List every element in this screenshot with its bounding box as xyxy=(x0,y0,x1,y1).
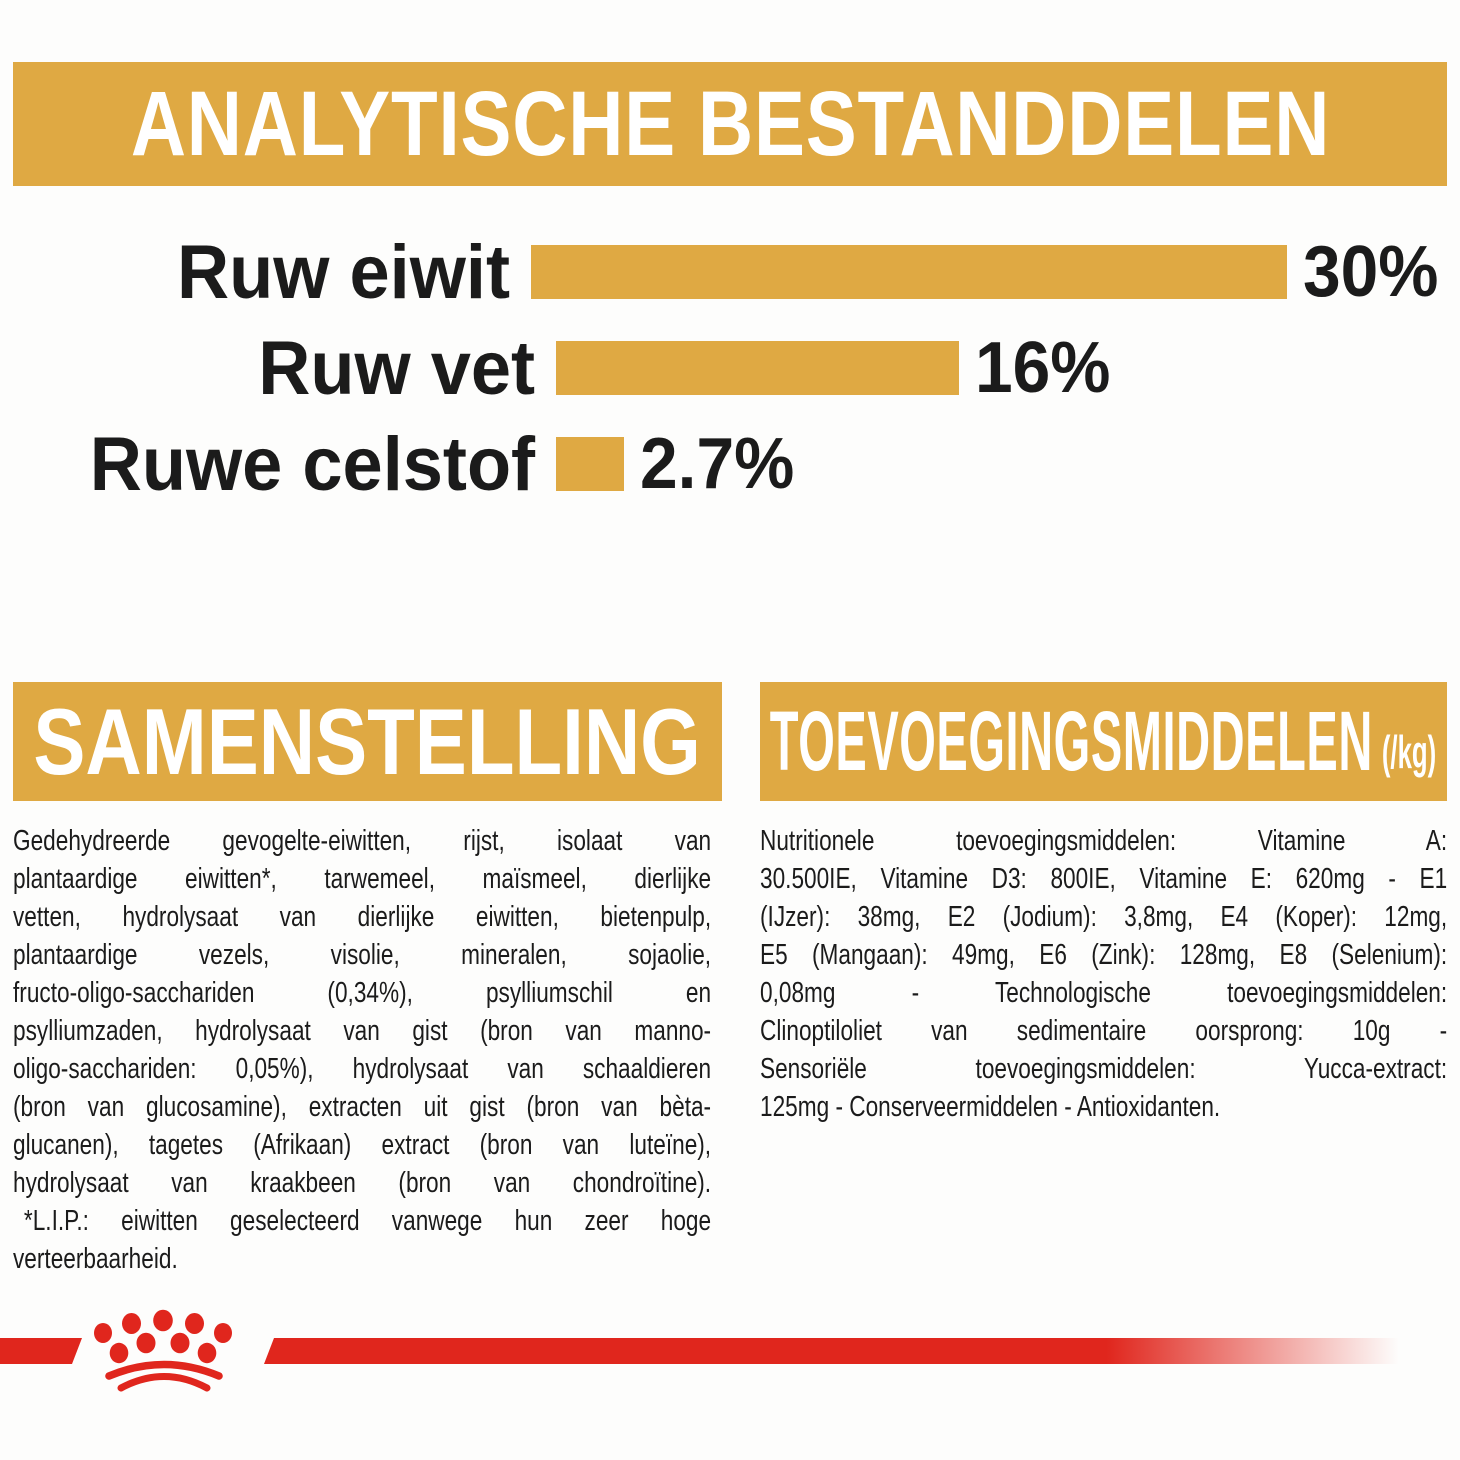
chart-row: Ruwe celstof 2.7% xyxy=(13,416,1447,512)
chart-row: Ruw eiwit 30% xyxy=(13,224,1447,320)
chart-bar xyxy=(556,341,960,395)
text-line: (IJzer): 38mg, E2 (Jodium): 3,8mg, E4 (K… xyxy=(760,901,1448,933)
chart-category-label: Ruw vet xyxy=(258,325,536,411)
text-line: Gedehydreerde gevogelte-eiwitten, rijst,… xyxy=(13,825,712,857)
additives-section: TOEVOEGINGSMIDDELEN (/kg) Nutritionele t… xyxy=(760,682,1447,1126)
additives-title-text: TOEVOEGINGSMIDDELEN xyxy=(770,694,1374,788)
text-line: verteerbaarheid. xyxy=(13,1243,178,1275)
chart-category-label: Ruwe celstof xyxy=(89,421,536,507)
text-line: (bron van glucosamine), extracten uit gi… xyxy=(13,1091,712,1123)
royal-canin-crown-paw-logo xyxy=(94,1309,232,1392)
text-line: hydrolysaat van kraakbeen (bron van chon… xyxy=(13,1167,712,1199)
analytical-section-banner: ANALYTISCHE BESTANDDELEN xyxy=(13,62,1447,186)
composition-section: SAMENSTELLING Gedehydreerde gevogelte-ei… xyxy=(13,682,722,1278)
text-line: 125mg - Conserveermiddelen - Antioxidant… xyxy=(760,1091,1221,1123)
chart-category-label: Ruw eiwit xyxy=(177,229,510,315)
text-line: oligo-sacchariden: 0,05%), hydrolysaat v… xyxy=(13,1053,712,1085)
text-line: 30.500IE, Vitamine D3: 800IE, Vitamine E… xyxy=(760,863,1448,895)
chart-bar xyxy=(556,437,625,491)
chart-row: Ruw vet 16% xyxy=(13,320,1447,416)
text-line: 0,08mg - Technologische toevoegingsmidde… xyxy=(760,977,1448,1009)
chart-value-label: 30% xyxy=(1302,232,1439,312)
additives-title: TOEVOEGINGSMIDDELEN (/kg) xyxy=(770,693,1436,790)
chart-value-label: 2.7% xyxy=(640,424,795,504)
analytical-bar-chart: Ruw eiwit 30% Ruw vet 16% Ruwe celstof 2.7% xyxy=(13,224,1447,512)
text-line: Clinoptiloliet van sedimentaire oorspron… xyxy=(760,1015,1448,1047)
text-line: Sensoriële toevoegingsmiddelen: Yucca-ex… xyxy=(760,1053,1448,1085)
text-line: psylliumzaden, hydrolysaat van gist (bro… xyxy=(13,1015,712,1047)
composition-banner: SAMENSTELLING xyxy=(13,682,722,801)
text-line: vetten, hydrolysaat van dierlijke eiwitt… xyxy=(13,901,712,933)
text-line: glucanen), tagetes (Afrikaan) extract (b… xyxy=(13,1129,712,1161)
chart-bar xyxy=(530,245,1287,299)
additives-text: Nutritionele toevoegingsmiddelen: Vitami… xyxy=(760,822,1447,1126)
text-line: Nutritionele toevoegingsmiddelen: Vitami… xyxy=(760,825,1448,857)
additives-banner: TOEVOEGINGSMIDDELEN (/kg) xyxy=(760,682,1447,801)
text-line: fructo-oligo-sacchariden (0,34%), psylli… xyxy=(13,977,712,1009)
red-stripe-right-segment xyxy=(264,1338,1434,1364)
text-line: *L.I.P.: eiwitten geselecteerd vanwege h… xyxy=(23,1205,712,1237)
additives-unit-suffix: (/kg) xyxy=(1382,725,1437,778)
composition-title: SAMENSTELLING xyxy=(33,688,702,794)
analytical-section-title: ANALYTISCHE BESTANDDELEN xyxy=(130,72,1330,175)
text-line: plantaardige eiwitten*, tarwemeel, maïsm… xyxy=(13,863,712,895)
red-stripe-left-segment xyxy=(0,1338,82,1364)
composition-text: Gedehydreerde gevogelte-eiwitten, rijst,… xyxy=(13,822,711,1278)
text-line: plantaardige vezels, visolie, mineralen,… xyxy=(13,939,712,971)
text-line: E5 (Mangaan): 49mg, E6 (Zink): 128mg, E8… xyxy=(760,939,1448,971)
chart-value-label: 16% xyxy=(975,328,1111,408)
